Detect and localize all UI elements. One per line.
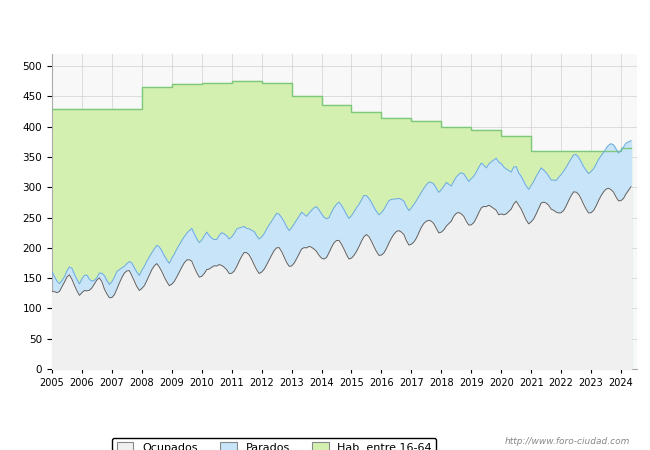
Text: http://www.foro-ciudad.com: http://www.foro-ciudad.com: [505, 436, 630, 446]
Legend: Ocupados, Parados, Hab. entre 16-64: Ocupados, Parados, Hab. entre 16-64: [112, 437, 437, 450]
Text: Sardón de Duero - Evolucion de la poblacion en edad de Trabajar Mayo de 2024: Sardón de Duero - Evolucion de la poblac…: [75, 21, 575, 33]
